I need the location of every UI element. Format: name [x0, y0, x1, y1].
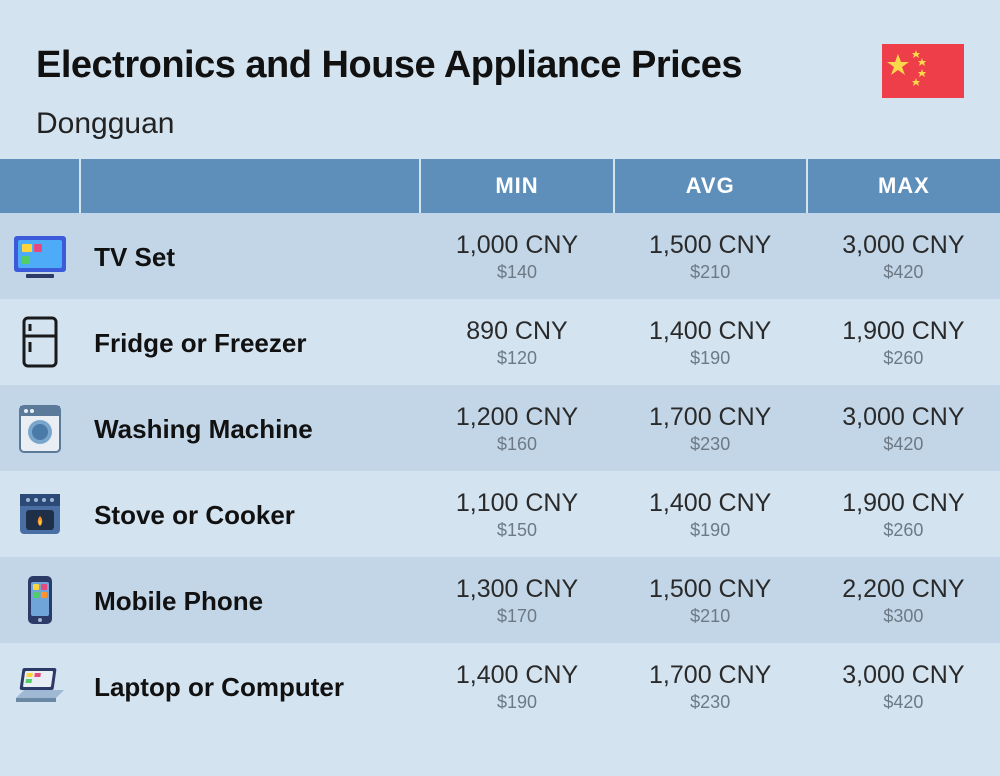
header-min: MIN [420, 159, 613, 213]
price-cny: 1,200 CNY [430, 403, 603, 432]
header-name-col [80, 159, 420, 213]
price-usd: $140 [430, 262, 603, 283]
item-name: TV Set [80, 213, 420, 299]
price-usd: $150 [430, 520, 603, 541]
stove-icon [0, 471, 80, 557]
price-cny: 1,500 CNY [624, 575, 797, 604]
header-avg: AVG [614, 159, 807, 213]
price-usd: $210 [624, 262, 797, 283]
fridge-icon [0, 299, 80, 385]
page-title: Electronics and House Appliance Prices [36, 44, 964, 87]
price-cny: 1,100 CNY [430, 489, 603, 518]
price-usd: $120 [430, 348, 603, 369]
header-icon-col [0, 159, 80, 213]
price-max: 1,900 CNY$260 [807, 299, 1000, 385]
price-cny: 1,500 CNY [624, 231, 797, 260]
item-name: Mobile Phone [80, 557, 420, 643]
city-label: Dongguan [36, 107, 964, 141]
price-usd: $210 [624, 606, 797, 627]
price-cny: 1,000 CNY [430, 231, 603, 260]
price-usd: $260 [817, 348, 990, 369]
price-cny: 3,000 CNY [817, 231, 990, 260]
item-name: Washing Machine [80, 385, 420, 471]
table-row: TV Set1,000 CNY$1401,500 CNY$2103,000 CN… [0, 213, 1000, 299]
price-cny: 2,200 CNY [817, 575, 990, 604]
price-usd: $190 [624, 520, 797, 541]
item-name: Stove or Cooker [80, 471, 420, 557]
washer-icon [0, 385, 80, 471]
table-row: Stove or Cooker1,100 CNY$1501,400 CNY$19… [0, 471, 1000, 557]
price-min: 1,000 CNY$140 [420, 213, 613, 299]
price-usd: $170 [430, 606, 603, 627]
table-row: Washing Machine1,200 CNY$1601,700 CNY$23… [0, 385, 1000, 471]
price-cny: 1,400 CNY [430, 661, 603, 690]
price-usd: $420 [817, 692, 990, 713]
price-max: 1,900 CNY$260 [807, 471, 1000, 557]
table-row: Fridge or Freezer890 CNY$1201,400 CNY$19… [0, 299, 1000, 385]
price-max: 3,000 CNY$420 [807, 213, 1000, 299]
price-usd: $230 [624, 692, 797, 713]
price-table: MIN AVG MAX TV Set1,000 CNY$1401,500 CNY… [0, 159, 1000, 729]
price-cny: 1,900 CNY [817, 317, 990, 346]
flag-icon [882, 44, 964, 98]
price-cny: 890 CNY [430, 317, 603, 346]
price-cny: 1,400 CNY [624, 317, 797, 346]
price-usd: $260 [817, 520, 990, 541]
price-min: 1,400 CNY$190 [420, 643, 613, 729]
price-usd: $160 [430, 434, 603, 455]
table-row: Laptop or Computer1,400 CNY$1901,700 CNY… [0, 643, 1000, 729]
price-cny: 1,900 CNY [817, 489, 990, 518]
price-avg: 1,500 CNY$210 [614, 557, 807, 643]
price-usd: $420 [817, 434, 990, 455]
price-avg: 1,400 CNY$190 [614, 471, 807, 557]
price-cny: 1,400 CNY [624, 489, 797, 518]
price-usd: $230 [624, 434, 797, 455]
price-cny: 1,700 CNY [624, 661, 797, 690]
price-min: 1,300 CNY$170 [420, 557, 613, 643]
price-avg: 1,400 CNY$190 [614, 299, 807, 385]
price-avg: 1,500 CNY$210 [614, 213, 807, 299]
price-usd: $190 [624, 348, 797, 369]
price-usd: $420 [817, 262, 990, 283]
item-name: Laptop or Computer [80, 643, 420, 729]
price-cny: 3,000 CNY [817, 661, 990, 690]
price-min: 1,200 CNY$160 [420, 385, 613, 471]
price-min: 1,100 CNY$150 [420, 471, 613, 557]
laptop-icon [0, 643, 80, 729]
item-name: Fridge or Freezer [80, 299, 420, 385]
price-cny: 3,000 CNY [817, 403, 990, 432]
price-min: 890 CNY$120 [420, 299, 613, 385]
header-max: MAX [807, 159, 1000, 213]
tv-icon [0, 213, 80, 299]
price-max: 3,000 CNY$420 [807, 385, 1000, 471]
table-row: Mobile Phone1,300 CNY$1701,500 CNY$2102,… [0, 557, 1000, 643]
price-usd: $300 [817, 606, 990, 627]
price-max: 3,000 CNY$420 [807, 643, 1000, 729]
price-avg: 1,700 CNY$230 [614, 643, 807, 729]
price-max: 2,200 CNY$300 [807, 557, 1000, 643]
price-cny: 1,700 CNY [624, 403, 797, 432]
phone-icon [0, 557, 80, 643]
price-avg: 1,700 CNY$230 [614, 385, 807, 471]
price-usd: $190 [430, 692, 603, 713]
price-cny: 1,300 CNY [430, 575, 603, 604]
